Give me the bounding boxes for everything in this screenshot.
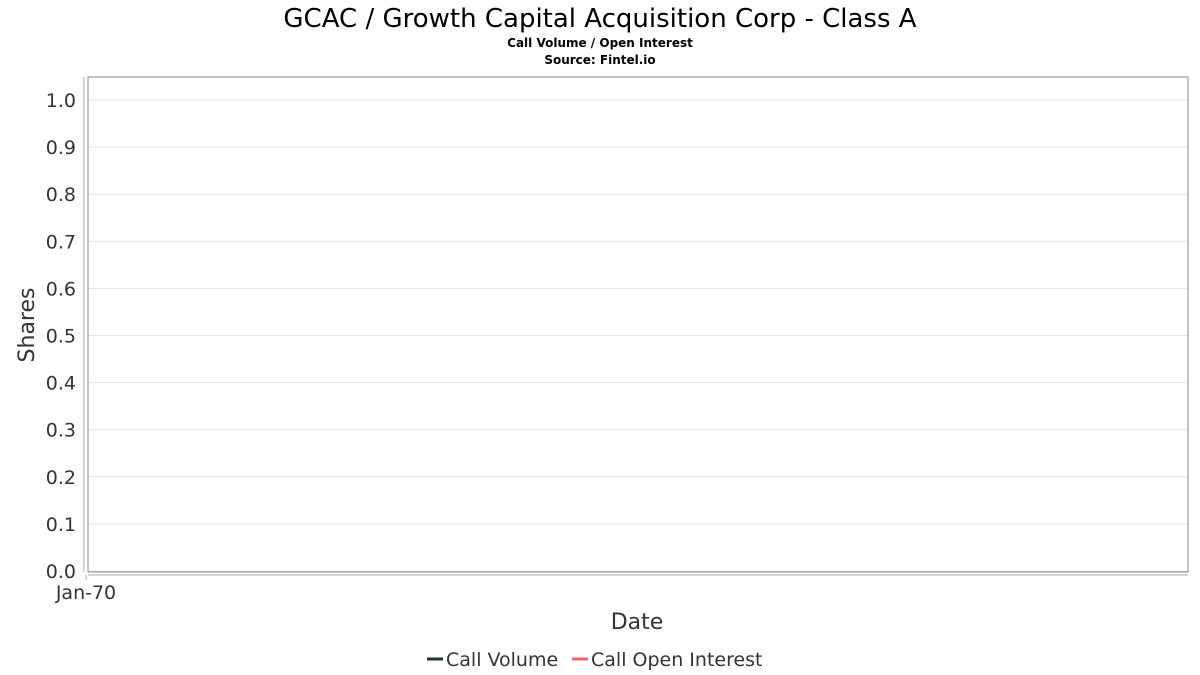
legend-label: Call Open Interest (591, 649, 763, 671)
chart-subtitle: Call Volume / Open Interest (507, 36, 693, 50)
plot-area (87, 76, 1189, 573)
x-axis-ticks: Jan-70 (55, 575, 116, 604)
y-tick-label: 0.9 (46, 137, 76, 159)
y-tick-label: 0.3 (46, 420, 76, 442)
chart-source: Source: Fintel.io (544, 53, 655, 67)
y-tick-label: 0.7 (46, 231, 76, 253)
x-tick-label: Jan-70 (55, 582, 116, 604)
gridlines (88, 99, 1188, 572)
chart-title: GCAC / Growth Capital Acquisition Corp -… (283, 4, 916, 34)
y-tick-label: 0.5 (46, 326, 76, 348)
y-axis-ticks: 0.0 0.1 0.2 0.3 0.4 0.5 0.6 0.7 0.8 0.9 1.0 (46, 90, 76, 583)
y-tick-label: 0.2 (46, 467, 76, 489)
y-tick-label: 0.0 (46, 561, 76, 583)
y-tick-label: 0.6 (46, 278, 76, 300)
y-tick-label: 0.4 (46, 373, 76, 395)
y-tick-label: 0.8 (46, 184, 76, 206)
y-axis-label: Shares (15, 288, 40, 363)
legend-label: Call Volume (446, 649, 558, 671)
legend: Call Volume Call Open Interest (427, 649, 763, 671)
y-tick-label: 0.1 (46, 514, 76, 536)
x-axis-label: Date (611, 610, 664, 635)
y-tick-label: 1.0 (46, 90, 76, 112)
